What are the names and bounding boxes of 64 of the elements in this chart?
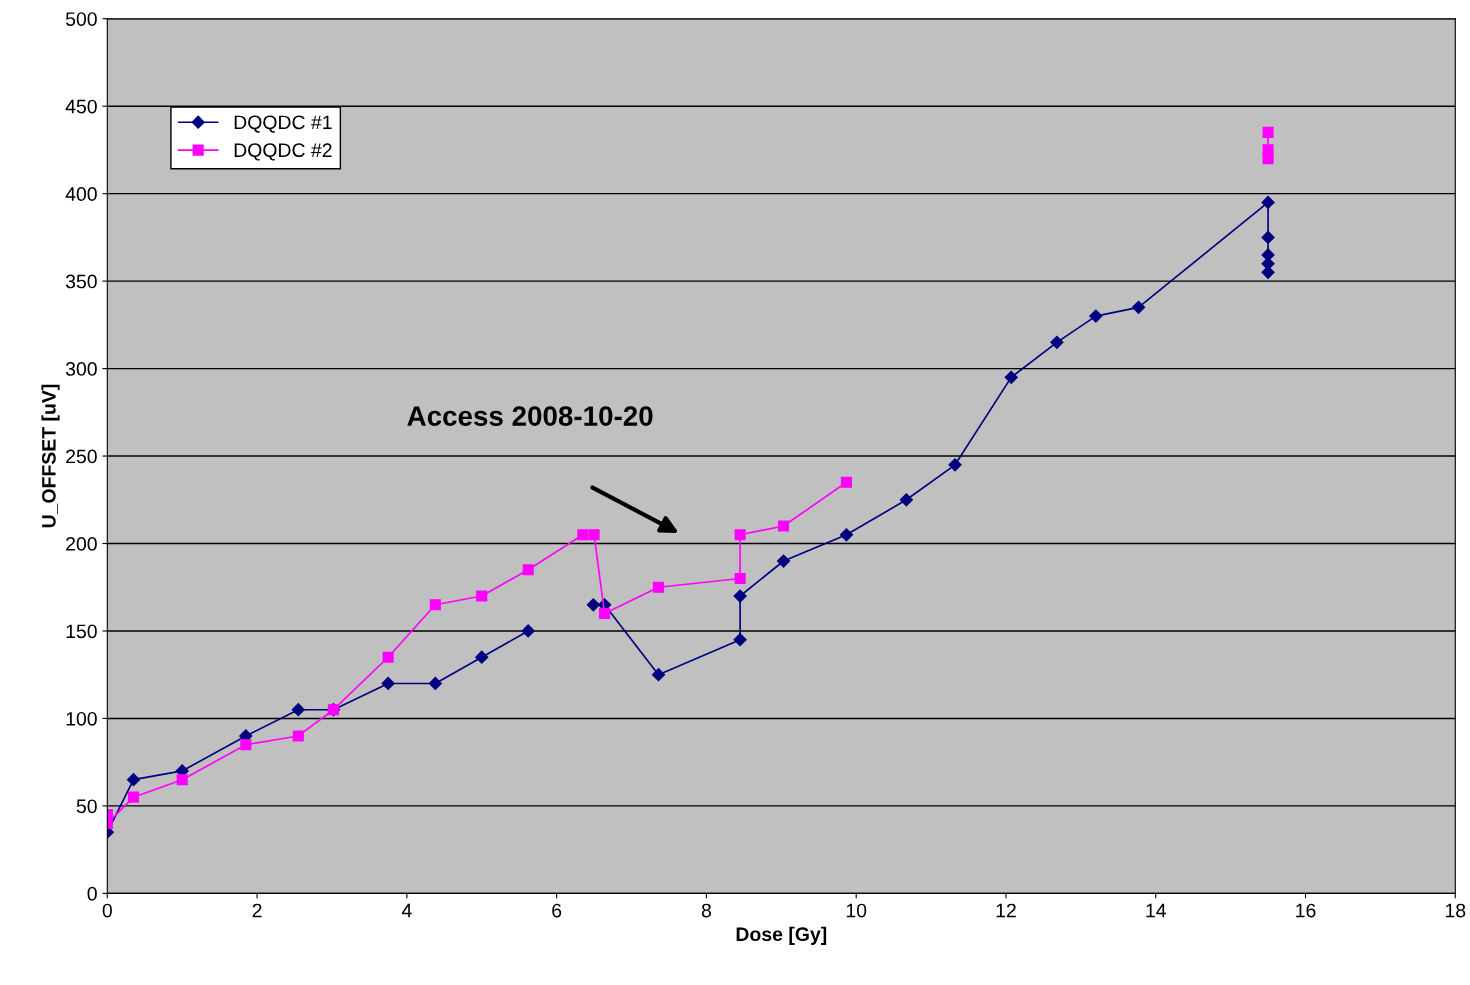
x-tick-label: 14 (1146, 903, 1166, 918)
annotation: Access 2008-10-20 (407, 406, 653, 426)
point (839, 528, 854, 542)
point (475, 650, 489, 664)
point (126, 773, 141, 787)
point (291, 703, 305, 717)
point (1131, 300, 1146, 314)
x-tick-label: 4 (401, 903, 412, 918)
y-tick-label: 150 (66, 624, 97, 639)
x-tick-label: 10 (846, 903, 867, 918)
x-tick-label: 8 (701, 903, 711, 918)
point (1004, 370, 1018, 384)
point (522, 564, 534, 576)
point (577, 529, 589, 541)
point (428, 676, 442, 691)
x-axis-title: Dose [Gy] (736, 926, 827, 945)
point (777, 520, 790, 532)
point (292, 730, 304, 742)
point (840, 476, 853, 488)
x-tick-label: 0 (102, 903, 112, 918)
point (651, 668, 666, 682)
legend-label: DQQDC #1 (234, 115, 332, 133)
y-tick-label: 450 (65, 99, 97, 114)
y-axis-title: U_OFFSET [uV] (41, 384, 60, 528)
point (521, 624, 535, 638)
y-tick-label: 0 (87, 886, 97, 901)
y-tick-label: 500 (65, 12, 97, 26)
point (1262, 153, 1274, 165)
point (176, 774, 188, 786)
point (1261, 230, 1275, 244)
y-tick-label: 300 (65, 362, 97, 376)
point (1050, 335, 1064, 349)
x-tick-label: 6 (552, 903, 562, 918)
point (776, 554, 791, 568)
x-tick-label: 18 (1445, 903, 1466, 918)
point (476, 590, 488, 602)
point (586, 598, 600, 612)
point (948, 458, 962, 472)
x-tick-label: 16 (1296, 903, 1316, 918)
point (899, 493, 913, 507)
y-tick-label: 250 (66, 449, 97, 464)
point (1261, 195, 1275, 209)
point (734, 529, 746, 541)
point (733, 589, 747, 603)
point (1089, 309, 1103, 323)
point (127, 791, 140, 803)
legend-label: DQQDC #2 (234, 143, 332, 161)
point (1262, 126, 1274, 138)
x-tick-label: 12 (996, 903, 1016, 918)
point (734, 572, 746, 585)
y-tick-label: 100 (66, 711, 97, 726)
point (382, 651, 394, 663)
point (588, 529, 600, 541)
point (429, 599, 441, 611)
y-tick-label: 200 (66, 536, 97, 551)
point (733, 633, 747, 647)
y-tick-label: 350 (65, 274, 97, 289)
point (599, 607, 611, 620)
y-tick-label: 400 (65, 187, 97, 201)
point (652, 581, 665, 593)
x-tick-label: 2 (252, 903, 262, 918)
y-tick-label: 50 (76, 799, 97, 814)
point (240, 739, 252, 751)
point (381, 676, 395, 691)
